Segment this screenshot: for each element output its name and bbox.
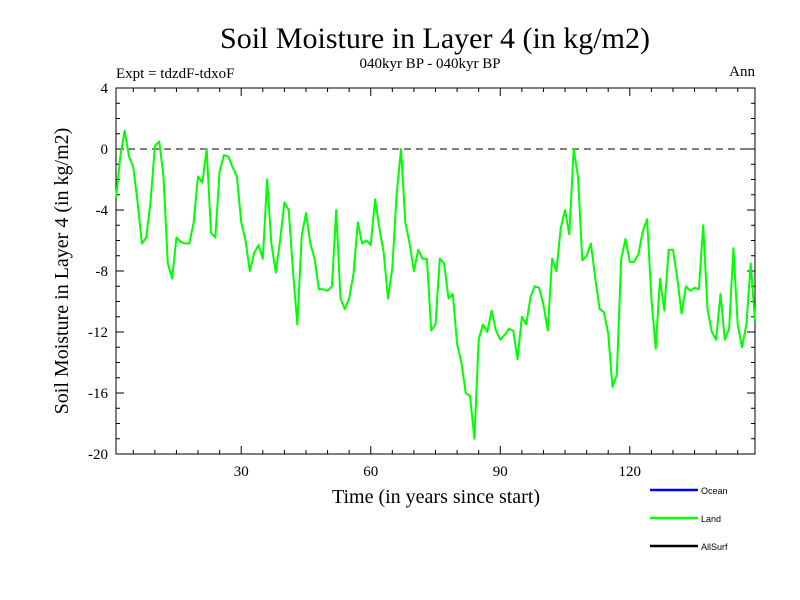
legend: Ocean Land AllSurf: [650, 486, 728, 552]
chart-title: Soil Moisture in Layer 4 (in kg/m2): [220, 22, 650, 55]
series-layer: [115, 129, 756, 440]
y-tick-label: -8: [96, 264, 109, 280]
x-tick-label: 60: [363, 464, 378, 480]
y-tick-label: -4: [96, 203, 109, 219]
axis-ticks: [116, 87, 755, 455]
x-tick-label: 90: [493, 464, 508, 480]
experiment-label: Expt = tdzdF-tdxoF: [116, 66, 234, 82]
x-axis-tick-labels: 30 60 90 120: [234, 464, 641, 480]
y-axis-tick-labels: 4 0 -4 -8 -12 -16 -20: [88, 81, 109, 463]
season-label: Ann: [729, 64, 755, 80]
legend-label-ocean: Ocean: [701, 486, 728, 496]
y-tick-label: -16: [88, 386, 108, 402]
x-axis-label: Time (in years since start): [332, 486, 540, 508]
y-tick-label: -20: [88, 447, 108, 463]
y-axis-label: Soil Moisture in Layer 4 (in kg/m2): [51, 128, 73, 415]
legend-label-land: Land: [701, 514, 721, 524]
x-tick-label: 120: [619, 464, 642, 480]
legend-label-allsurf: AllSurf: [701, 542, 728, 552]
y-tick-label: -12: [88, 325, 108, 341]
series-line-land: [115, 129, 756, 440]
x-tick-label: 30: [234, 464, 249, 480]
chart-subtitle: 040kyr BP - 040kyr BP: [359, 56, 500, 72]
plot-area: [115, 87, 756, 455]
y-tick-label: 4: [101, 81, 109, 97]
y-tick-label: 0: [101, 142, 109, 158]
